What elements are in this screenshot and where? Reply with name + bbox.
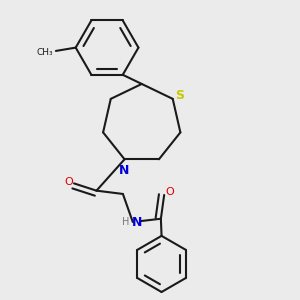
Text: O: O — [165, 187, 174, 196]
Text: S: S — [175, 89, 184, 102]
Text: N: N — [132, 215, 142, 229]
Text: CH₃: CH₃ — [37, 48, 53, 57]
Text: N: N — [119, 164, 129, 177]
Text: O: O — [64, 177, 73, 187]
Text: H: H — [122, 217, 129, 227]
